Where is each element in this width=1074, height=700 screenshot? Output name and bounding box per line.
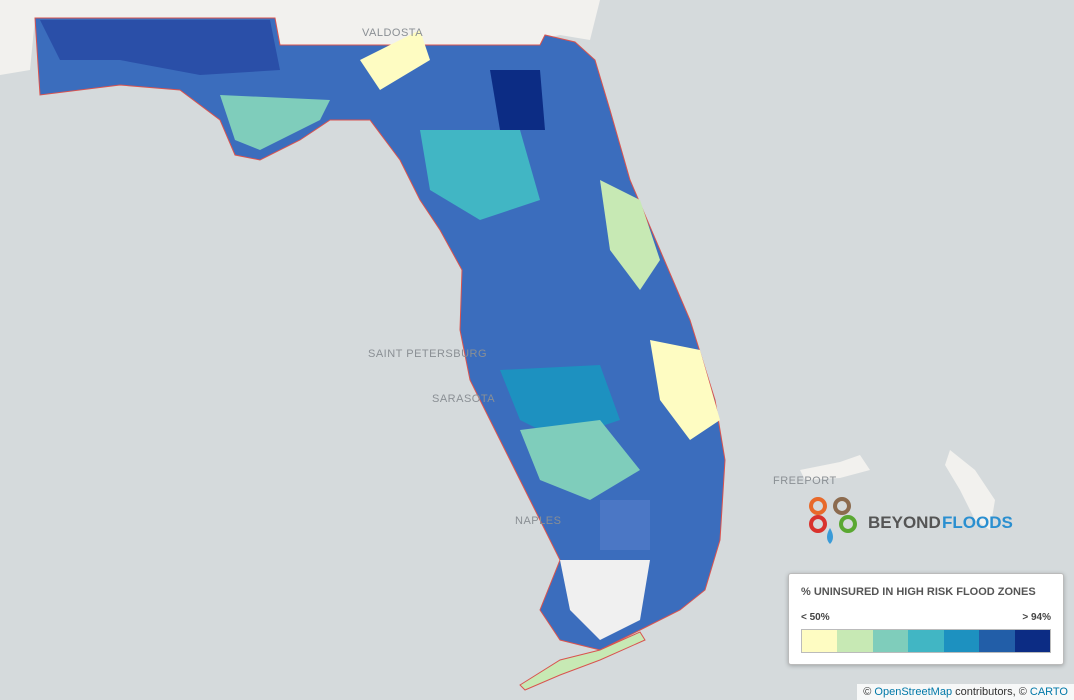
logo-drop bbox=[827, 528, 833, 544]
zone bbox=[220, 95, 330, 150]
logo-ring bbox=[839, 515, 857, 533]
zone bbox=[420, 130, 540, 220]
logo: BEYOND FLOODS bbox=[809, 497, 1013, 544]
legend-swatch bbox=[908, 630, 944, 652]
legend-swatch bbox=[943, 630, 980, 652]
zone bbox=[600, 180, 660, 290]
place-label: SARASOTA bbox=[432, 393, 495, 405]
legend-swatch bbox=[837, 630, 873, 652]
zone bbox=[560, 560, 650, 640]
legend-swatch bbox=[1014, 630, 1050, 652]
legend-title: % UNINSURED IN HIGH RISK FLOOD ZONES bbox=[801, 586, 1036, 598]
zone bbox=[600, 500, 650, 550]
place-label: FREEPORT bbox=[773, 475, 837, 487]
land-north bbox=[0, 0, 1074, 75]
legend-labels: < 50% > 94% bbox=[801, 612, 1051, 623]
attribution-text: contributors, © bbox=[955, 686, 1027, 698]
logo-word: FLOODS bbox=[942, 513, 1013, 532]
island bbox=[800, 455, 870, 480]
legend-swatch bbox=[802, 630, 838, 652]
zone bbox=[520, 420, 640, 500]
carto-link[interactable]: CARTO bbox=[1029, 686, 1068, 698]
legend: % UNINSURED IN HIGH RISK FLOOD ZONES < 5… bbox=[788, 573, 1064, 665]
logo-ring bbox=[809, 515, 827, 533]
legend-low: < 50% bbox=[801, 612, 830, 623]
place-label: VALDOSTA bbox=[362, 27, 423, 39]
place-label: NAPLES bbox=[515, 515, 561, 527]
florida bbox=[34, 17, 726, 651]
legend-high: > 94% bbox=[1022, 612, 1051, 623]
logo-ring bbox=[833, 497, 851, 515]
attribution: © OpenStreetMap contributors, © CARTO bbox=[857, 684, 1074, 700]
attribution-text: © bbox=[863, 686, 872, 698]
logo-word: BEYOND bbox=[868, 513, 941, 532]
legend-swatch bbox=[872, 630, 909, 652]
zone bbox=[490, 70, 545, 130]
legend-swatch bbox=[979, 630, 1015, 652]
zone bbox=[650, 340, 720, 440]
zone bbox=[360, 30, 430, 90]
island bbox=[945, 450, 995, 530]
place-label: SAINT PETERSBURG bbox=[368, 348, 487, 360]
keys bbox=[519, 631, 646, 691]
osm-link[interactable]: OpenStreetMap bbox=[874, 686, 953, 698]
zone bbox=[40, 20, 280, 75]
logo-ring bbox=[809, 497, 827, 515]
legend-swatches bbox=[801, 629, 1051, 653]
